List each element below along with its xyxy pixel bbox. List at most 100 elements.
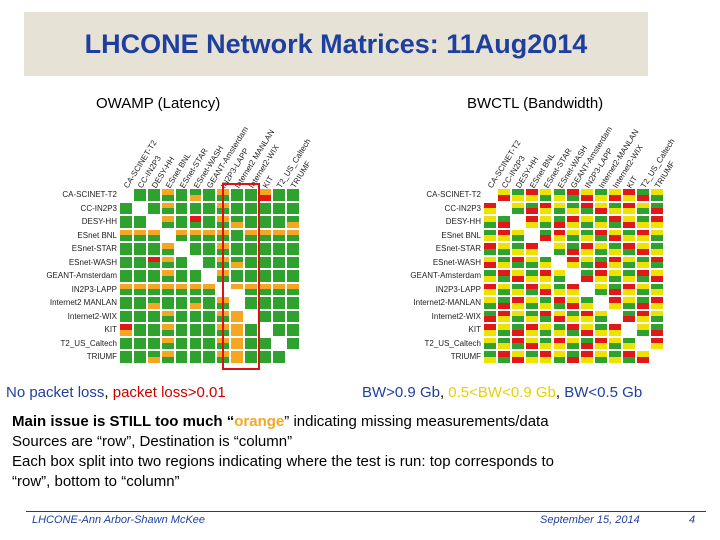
bwctl-cell-bottom xyxy=(636,302,649,309)
bwctl-cell-bottom xyxy=(484,356,496,363)
bwctl-cell-bottom xyxy=(650,329,663,336)
owamp-cell xyxy=(161,202,174,214)
bwctl-cell xyxy=(525,243,538,255)
footer-date: September 15, 2014 xyxy=(540,514,640,526)
footer-divider xyxy=(26,511,706,512)
bwctl-cell-top xyxy=(650,324,663,330)
owamp-cell xyxy=(286,324,299,336)
owamp-cell-top xyxy=(245,243,257,249)
bwctl-cell-top xyxy=(623,256,635,263)
owamp-cell-top xyxy=(286,310,299,317)
title-banner: LHCONE Network Matrices: 11Aug2014 xyxy=(24,12,648,76)
owamp-cell xyxy=(286,229,299,241)
bwctl-cell-top xyxy=(650,229,663,236)
bwctl-cell-bottom xyxy=(553,208,566,214)
owamp-cell xyxy=(189,324,202,336)
bwctl-cell-top xyxy=(595,270,608,276)
bwctl-cell-bottom xyxy=(553,302,566,309)
owamp-cell xyxy=(231,256,244,268)
owamp-cell-top xyxy=(245,297,257,303)
bwctl-cell xyxy=(511,256,524,268)
owamp-cell-top xyxy=(120,324,132,330)
owamp-cell-top xyxy=(259,202,271,209)
bwctl-cell-top xyxy=(539,256,552,263)
bwctl-row-label: ESnet BNL xyxy=(441,230,481,240)
owamp-cell-bottom xyxy=(203,343,216,349)
owamp-cell-bottom xyxy=(245,221,257,228)
owamp-cell-top xyxy=(120,216,132,222)
body-line-1-orange: orange xyxy=(234,413,285,430)
owamp-cell-top xyxy=(175,270,188,276)
owamp-cell-top xyxy=(203,337,216,344)
bwctl-cell-top xyxy=(525,337,538,344)
bwctl-cell-top xyxy=(650,270,663,276)
bwctl-cell-top xyxy=(595,256,608,263)
owamp-cell-top xyxy=(175,310,188,317)
owamp-cell-bottom xyxy=(286,221,299,228)
owamp-cell-top xyxy=(203,351,216,357)
bwctl-cell-bottom xyxy=(636,248,649,255)
owamp-cell-top xyxy=(231,202,244,209)
owamp-cell-bottom xyxy=(231,221,244,228)
bwctl-cell-top xyxy=(581,216,594,222)
bwctl-cell xyxy=(595,310,608,322)
owamp-cell xyxy=(245,216,257,228)
bwctl-cell-bottom xyxy=(595,343,608,349)
owamp-cell xyxy=(231,229,244,241)
owamp-cell-top xyxy=(286,270,299,276)
bwctl-cell xyxy=(484,189,496,201)
owamp-cell xyxy=(245,270,257,282)
bwctl-cell-bottom xyxy=(581,262,594,268)
owamp-cell xyxy=(203,202,216,214)
owamp-cell xyxy=(147,283,160,295)
bwctl-cell-bottom xyxy=(623,208,635,214)
bwctl-cell-top xyxy=(553,324,566,330)
bwctl-cell-top xyxy=(497,216,510,222)
bwctl-cell-bottom xyxy=(539,221,552,228)
bwctl-cell-top xyxy=(650,202,663,209)
bwctl-cell xyxy=(497,324,510,336)
owamp-cell-bottom xyxy=(147,302,160,309)
bwctl-cell xyxy=(636,243,649,255)
owamp-cell xyxy=(120,189,132,201)
bwctl-cell-top xyxy=(525,216,538,222)
owamp-cell-bottom xyxy=(161,221,174,228)
owamp-cell xyxy=(203,256,216,268)
bwctl-cell xyxy=(650,270,663,282)
owamp-cell xyxy=(189,283,202,295)
bwctl-cell xyxy=(581,310,594,322)
owamp-cell-top xyxy=(147,337,160,344)
bwctl-cell-top xyxy=(636,256,649,263)
owamp-cell-top xyxy=(161,243,174,249)
bwctl-cell-bottom xyxy=(497,248,510,255)
owamp-cell xyxy=(147,243,160,255)
owamp-cell-top xyxy=(203,189,216,195)
owamp-row-label: ESnet-WASH xyxy=(68,257,117,267)
bwctl-cell-bottom xyxy=(623,235,635,241)
bwctl-cell-bottom xyxy=(567,316,580,322)
bwctl-cell-bottom xyxy=(595,289,608,295)
bwctl-cell-bottom xyxy=(567,248,580,255)
owamp-cell-bottom xyxy=(133,221,146,228)
owamp-cell-bottom xyxy=(203,235,216,241)
owamp-cell xyxy=(120,256,132,268)
bwctl-cell xyxy=(567,297,580,309)
owamp-cell-bottom xyxy=(147,343,160,349)
bwctl-cell-bottom xyxy=(581,275,594,282)
owamp-cell xyxy=(272,189,285,201)
bwctl-cell-bottom xyxy=(511,194,524,201)
owamp-cell xyxy=(245,351,257,363)
bwctl-cell-top xyxy=(609,202,621,209)
bwctl-cell-bottom xyxy=(511,343,524,349)
owamp-cell-top xyxy=(147,202,160,209)
owamp-cell-top xyxy=(245,270,257,276)
bwctl-cell xyxy=(511,216,524,228)
bwctl-cell-top xyxy=(553,216,566,222)
bwctl-cell xyxy=(497,297,510,309)
owamp-cell-top xyxy=(161,297,174,303)
bwctl-cell xyxy=(511,324,524,336)
owamp-cell-top xyxy=(286,256,299,263)
bwctl-cell xyxy=(581,256,594,268)
owamp-cell xyxy=(133,256,146,268)
bwctl-cell-bottom xyxy=(567,221,580,228)
